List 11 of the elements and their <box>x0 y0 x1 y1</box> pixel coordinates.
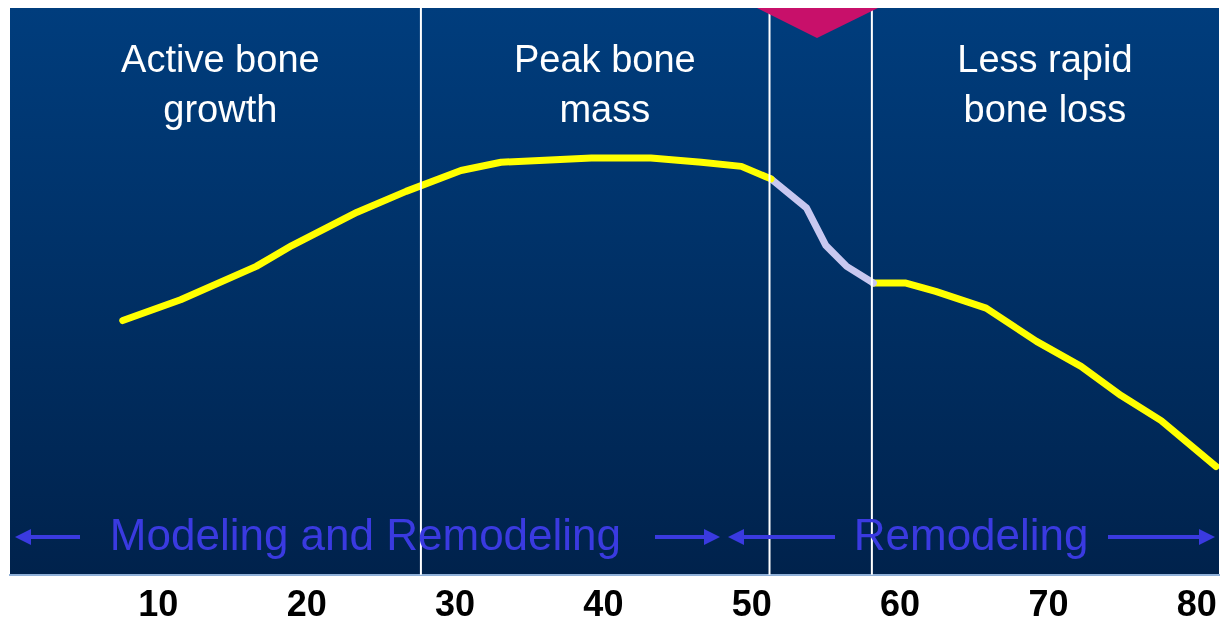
x-tick-label: 50 <box>731 583 772 625</box>
x-tick-label: 70 <box>1028 583 1069 625</box>
x-tick-label: 10 <box>138 583 179 625</box>
x-tick-label: 60 <box>880 583 921 625</box>
text: Less rapid bone loss <box>957 38 1133 131</box>
x-tick-label: 40 <box>583 583 624 625</box>
text: Peak bone mass <box>513 38 696 131</box>
text: Active bone growth <box>121 38 320 131</box>
x-tick-label: 20 <box>286 583 327 625</box>
x-tick-label: 30 <box>435 583 476 625</box>
x-tick-label: 80 <box>1176 583 1217 625</box>
